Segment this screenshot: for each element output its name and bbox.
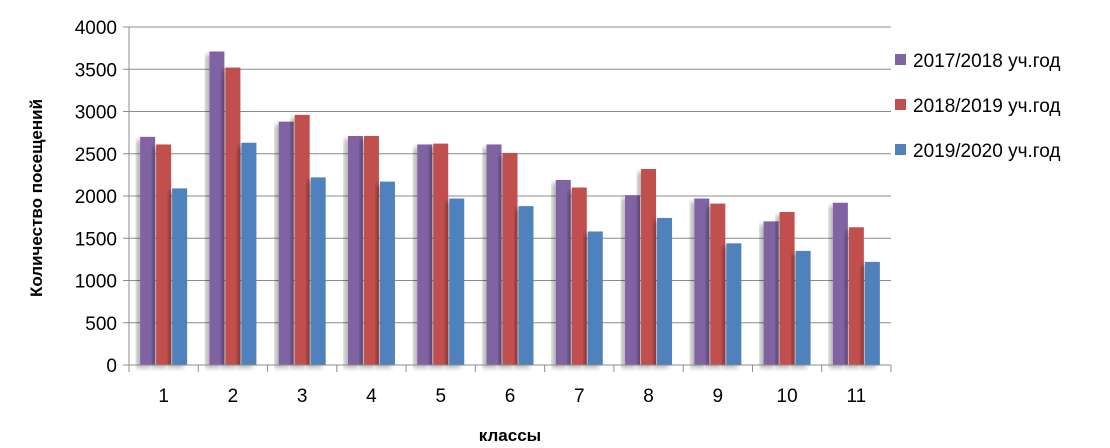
bar-series-1-cat-10	[763, 221, 779, 365]
x-tick-label: 5	[435, 386, 446, 407]
bar-series-3-cat-9	[726, 243, 742, 365]
y-tick-label: 0	[106, 356, 117, 377]
y-tick-label: 3000	[75, 103, 117, 124]
bar-series-1-cat-4	[347, 136, 363, 365]
bar-series-2-cat-1	[156, 144, 172, 365]
bar-series-2-cat-8	[641, 168, 657, 365]
x-tick-label: 1	[158, 386, 169, 407]
y-tick-label: 2000	[75, 187, 117, 208]
x-tick-label: 7	[574, 386, 585, 407]
bar-series-3-cat-10	[795, 250, 811, 365]
bar-series-2-cat-11	[848, 227, 864, 365]
bar-series-3-cat-6	[518, 206, 534, 365]
bar-series-1-cat-7	[555, 179, 571, 365]
axes	[123, 26, 892, 372]
y-tick-label: 4000	[75, 18, 117, 39]
x-tick-label: 6	[505, 386, 516, 407]
bar-series-2-cat-5	[433, 143, 449, 365]
bar-series-3-cat-2	[241, 142, 257, 365]
y-tick-label: 3500	[75, 60, 117, 81]
legend-label: 2019/2020 уч.год	[913, 141, 1061, 162]
bar-series-2-cat-7	[571, 187, 587, 365]
x-axis-title: классы	[479, 426, 541, 445]
bar-series-1-cat-9	[694, 198, 710, 365]
bar-series-1-cat-11	[832, 202, 848, 365]
bar-series-3-cat-3	[310, 177, 326, 365]
bar-series-1-cat-1	[140, 136, 156, 365]
bar-series-2-cat-9	[710, 203, 726, 365]
y-tick-label: 500	[85, 314, 117, 335]
bar-series-3-cat-8	[657, 217, 673, 365]
x-tick-label: 4	[366, 386, 377, 407]
legend-swatch	[895, 99, 906, 110]
bar-series-3-cat-1	[172, 188, 188, 365]
bar-series-3-cat-4	[379, 181, 395, 365]
bar-series-2-cat-6	[502, 152, 518, 365]
x-tick-label: 3	[297, 386, 308, 407]
y-tick-label: 1500	[75, 229, 117, 250]
bar-series-1-cat-8	[625, 195, 641, 365]
legend-label: 2017/2018 уч.год	[913, 51, 1061, 72]
bar-series-1-cat-6	[486, 144, 502, 365]
legend-swatch	[895, 144, 906, 155]
x-tick-label: 9	[713, 386, 724, 407]
bar-series-2-cat-3	[294, 114, 310, 365]
legend-label: 2018/2019 уч.год	[913, 96, 1061, 117]
x-tick-label: 10	[777, 386, 798, 407]
x-tick-label: 8	[643, 386, 654, 407]
x-tick-label: 2	[228, 386, 239, 407]
bar-series-3-cat-11	[864, 261, 880, 365]
bar-series-1-cat-3	[278, 121, 294, 365]
bars	[140, 51, 880, 365]
bar-series-2-cat-2	[225, 67, 241, 365]
x-tick-label: 11	[846, 386, 866, 407]
bar-series-2-cat-10	[779, 212, 795, 365]
y-axis-title: Количество посещений	[27, 99, 46, 297]
bar-series-1-cat-5	[417, 144, 433, 365]
bar-series-1-cat-2	[209, 51, 225, 365]
bar-series-2-cat-4	[363, 136, 379, 365]
bar-series-3-cat-7	[587, 231, 603, 365]
y-tick-labels: 0 500 1000 1500 2000 2500 3000 3500 4000	[75, 18, 117, 377]
y-tick-label: 1000	[75, 272, 117, 293]
y-tick-label: 2500	[75, 145, 117, 166]
legend-swatch	[895, 54, 906, 65]
legend: 2017/2018 уч.год 2018/2019 уч.год 2019/202…	[895, 51, 1061, 162]
x-tick-labels: 1 2 3 4 5 6 7 8 9 10 11	[158, 386, 866, 407]
bar-series-3-cat-5	[449, 198, 465, 365]
